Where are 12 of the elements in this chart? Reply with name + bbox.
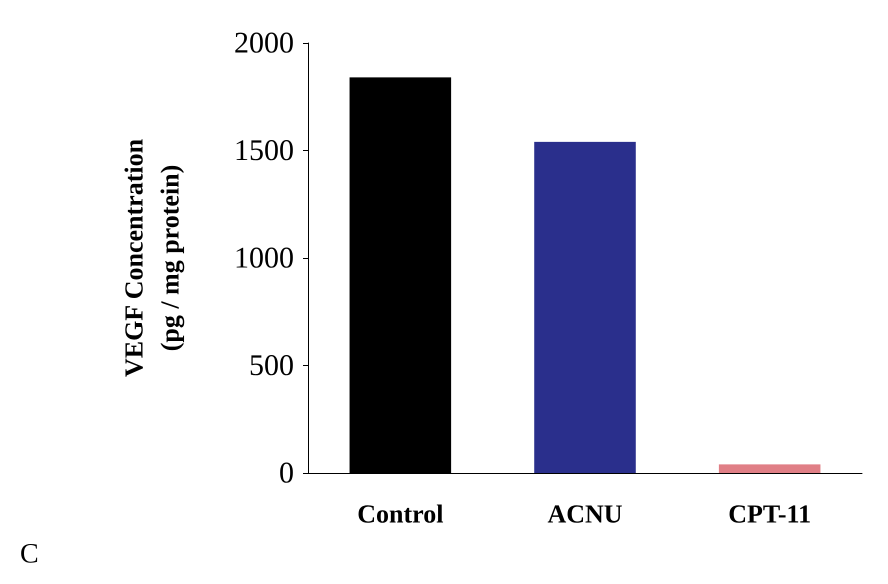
bar	[718, 464, 820, 473]
x-tick-label: CPT-11	[728, 500, 812, 528]
y-tick-label: 500	[249, 349, 294, 382]
y-tick-label: 1500	[234, 134, 294, 167]
y-tick-label: 0	[279, 456, 294, 490]
y-axis-title: VEGF Concentration (pg / mg protein)	[120, 138, 184, 378]
y-tick-label: 2000	[234, 26, 294, 60]
text: C	[20, 538, 39, 570]
x-tick-label: ACNU	[547, 500, 623, 528]
bar	[534, 142, 636, 473]
x-tick-label: Control	[357, 500, 444, 528]
y-tick-label: 1000	[234, 242, 294, 274]
